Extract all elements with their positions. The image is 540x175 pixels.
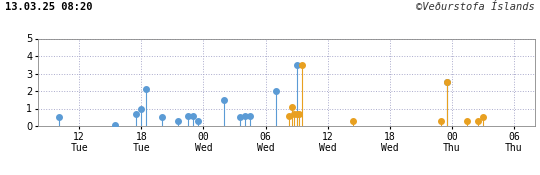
Text: ©Veðurstofa Íslands: ©Veðurstofa Íslands <box>416 2 535 12</box>
Text: 13.03.25 08:20: 13.03.25 08:20 <box>5 2 93 12</box>
